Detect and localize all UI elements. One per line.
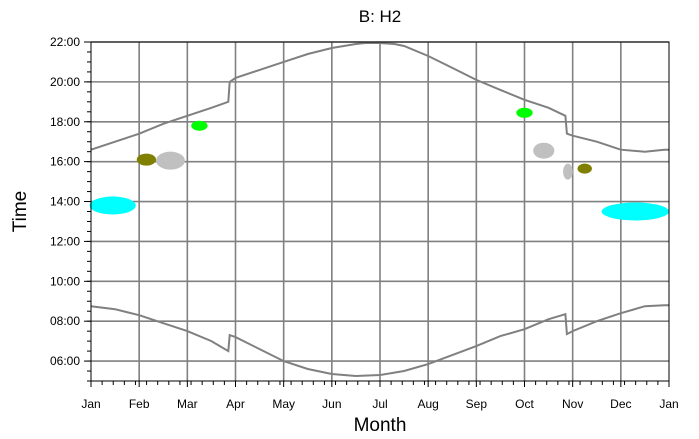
- x-tick-label: Aug: [417, 397, 438, 411]
- data-point-cluster: [89, 196, 136, 215]
- data-point-cluster: [601, 202, 669, 221]
- data-point-cluster: [136, 153, 157, 166]
- data-point-cluster: [563, 163, 573, 180]
- data-point-cluster: [156, 151, 185, 170]
- sunset-curve: [90, 42, 669, 153]
- x-axis-label: Month: [354, 415, 407, 436]
- x-tick-label: Jun: [322, 397, 341, 411]
- x-tick-label: May: [272, 397, 295, 411]
- y-tick-label: 10:00: [50, 274, 80, 288]
- x-tick-label: Jan: [659, 397, 678, 411]
- x-tick-label: Feb: [129, 397, 150, 411]
- x-tick-label: Dec: [610, 397, 631, 411]
- x-tick-label: Nov: [562, 397, 583, 411]
- x-tick-label: Apr: [226, 397, 245, 411]
- axes: Jan Feb Mar Apr May Jun Jul Aug Sep Oct Nov Dec Jan 0…: [50, 35, 679, 411]
- y-axis-label: Time: [10, 191, 31, 233]
- data-point-cluster: [516, 107, 533, 118]
- x-tick-label: Jul: [372, 397, 387, 411]
- data-point-cluster: [577, 163, 592, 174]
- x-tick-label: Mar: [177, 397, 198, 411]
- y-tick-label: 12:00: [50, 234, 80, 248]
- y-tick-label: 14:00: [50, 195, 80, 209]
- x-tick-label: Oct: [515, 397, 534, 411]
- data-points: [89, 107, 669, 221]
- chart-title: B: H2: [359, 7, 402, 26]
- x-tick-label: Sep: [466, 397, 488, 411]
- y-tick-label: 18:00: [50, 115, 80, 129]
- y-tick-label: 08:00: [50, 314, 80, 328]
- data-point-cluster: [533, 142, 555, 159]
- y-tick-label: 22:00: [50, 35, 80, 49]
- y-tick-label: 20:00: [50, 75, 80, 89]
- y-tick-label: 06:00: [50, 354, 80, 368]
- y-tick-label: 16:00: [50, 155, 80, 169]
- sunrise-curve: [90, 304, 669, 378]
- daylight-curves: [90, 42, 669, 378]
- data-point-cluster: [191, 120, 208, 131]
- grid: [91, 41, 669, 381]
- x-tick-label: Jan: [81, 397, 100, 411]
